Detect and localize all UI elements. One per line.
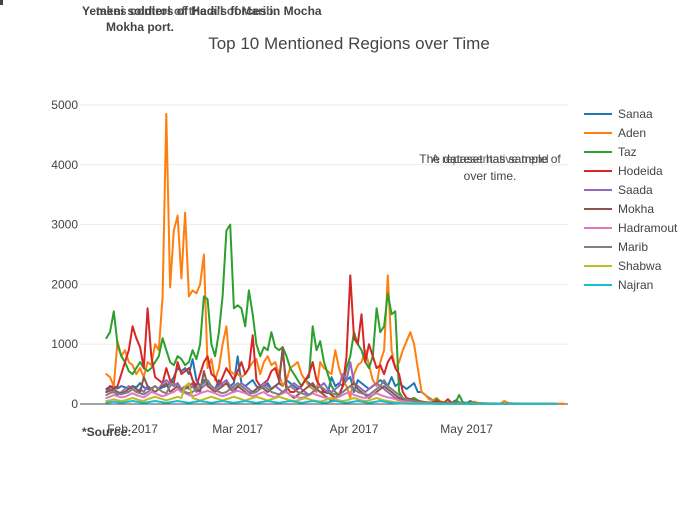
legend-label: Aden [618, 126, 646, 140]
legend-item-hadramout[interactable]: Hadramout [584, 221, 678, 235]
legend-item-aden[interactable]: Aden [584, 126, 646, 140]
y-tick-label: 2000 [51, 277, 78, 291]
chart-title: Top 10 Mentioned Regions over Time [208, 34, 490, 53]
legend-label: Mokha [618, 202, 654, 216]
x-tick-label: Feb 2017 [107, 422, 158, 436]
annotation-text: Mokha port. [106, 20, 174, 34]
source-label: *Source: [82, 425, 131, 439]
x-tick-label: Apr 2017 [330, 422, 379, 436]
legend-item-sanaa[interactable]: Sanaa [584, 107, 653, 121]
y-tick-label: 5000 [51, 98, 78, 112]
right-annotations: The dataset has sample of A representati… [419, 152, 561, 183]
y-tick-label: 4000 [51, 158, 78, 172]
series-lines [105, 112, 566, 405]
corner-mark [0, 0, 3, 5]
top-annotations: Yemeni soldiers of Hadi's forces in Moch… [82, 4, 322, 34]
legend-label: Sanaa [618, 107, 653, 121]
legend-item-mokha[interactable]: Mokha [584, 202, 654, 216]
legend-label: Saada [618, 183, 653, 197]
legend-item-hodeida[interactable]: Hodeida [584, 164, 663, 178]
legend-label: Taz [618, 145, 637, 159]
annotation-text: over time. [464, 169, 517, 183]
legend-item-shabwa[interactable]: Shabwa [584, 259, 662, 273]
legend-item-taz[interactable]: Taz [584, 145, 637, 159]
series-line-najran [105, 400, 558, 405]
legend-label: Najran [618, 278, 653, 292]
annotation-text: takes control of the all of Marib. [96, 4, 277, 18]
x-tick-label: Mar 2017 [212, 422, 263, 436]
y-axis: 0 1000 2000 3000 4000 5000 [51, 98, 78, 411]
y-tick-label: 1000 [51, 337, 78, 351]
legend-label: Hodeida [618, 164, 663, 178]
legend[interactable]: Sanaa Aden Taz Hodeida Saada Mokha Hadramout Ma… [584, 107, 678, 292]
annotation-text: A representative trend [431, 152, 548, 166]
legend-item-saada[interactable]: Saada [584, 183, 653, 197]
legend-item-najran[interactable]: Najran [584, 278, 653, 292]
x-tick-label: May 2017 [440, 422, 493, 436]
legend-label: Marib [618, 240, 648, 254]
legend-label: Hadramout [618, 221, 678, 235]
y-tick-label: 3000 [51, 218, 78, 232]
annotation-text: The dataset has sample of [419, 152, 561, 166]
x-axis: Feb 2017 Mar 2017 Apr 2017 May 2017 [107, 422, 493, 436]
annotation-text: Yemeni soldiers of Hadi's forces in Moch… [82, 4, 322, 18]
legend-label: Shabwa [618, 259, 662, 273]
legend-item-marib[interactable]: Marib [584, 240, 648, 254]
y-tick-label: 0 [71, 397, 78, 411]
